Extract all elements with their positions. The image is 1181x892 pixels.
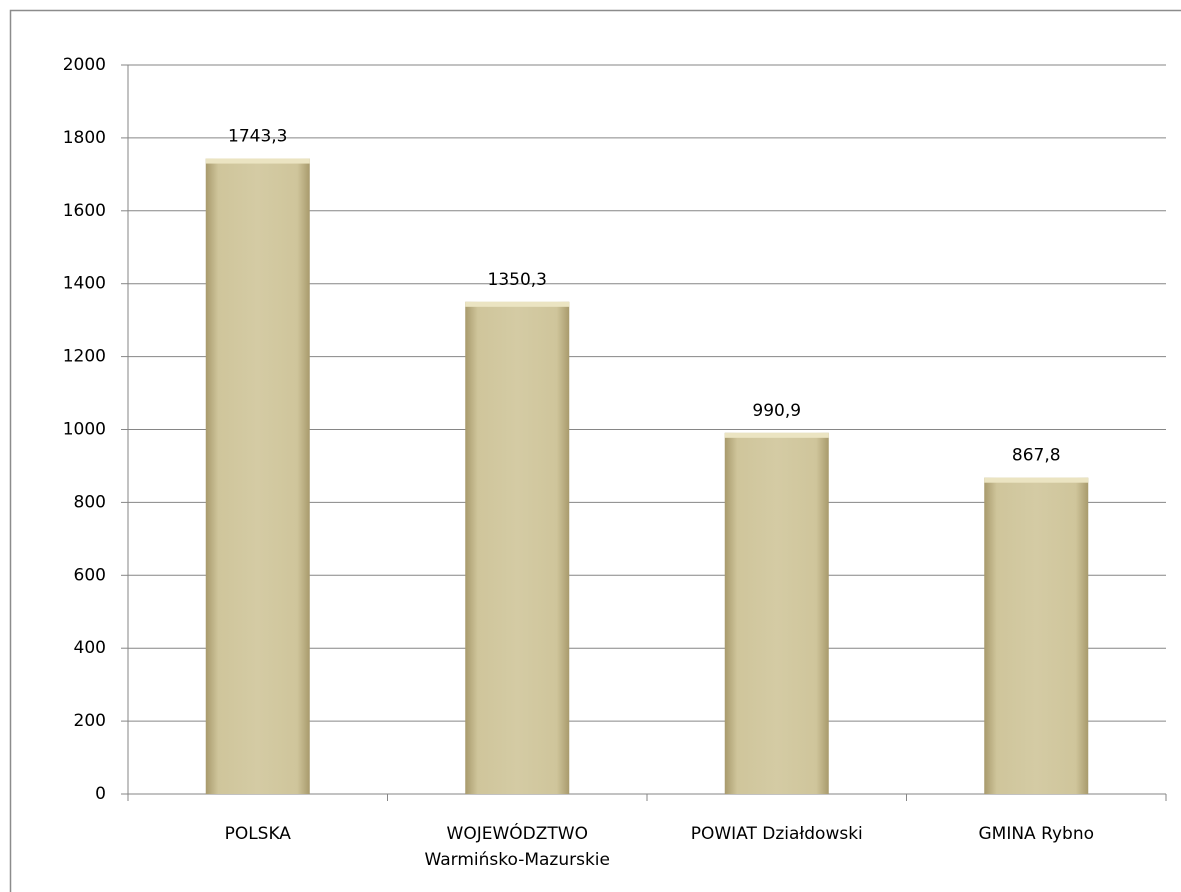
value-label: 990,9 (752, 401, 801, 421)
bar (724, 432, 829, 794)
value-label: 1743,3 (228, 127, 287, 147)
bar-cap (724, 432, 829, 438)
y-tick-label: 1800 (63, 128, 106, 148)
bar-cap (984, 477, 1089, 483)
x-tick-label: WOJEWÓDZTWO Warmińsko-Mazurskie (425, 822, 611, 870)
x-tick-label: POWIAT Działdowski (691, 824, 863, 844)
bar (205, 158, 310, 795)
value-label: 1350,3 (488, 270, 547, 290)
value-label: 867,8 (1012, 446, 1061, 466)
y-tick-label: 800 (74, 492, 106, 512)
y-tick-label: 1200 (63, 347, 106, 367)
y-tick-label: 1000 (63, 420, 106, 440)
bar-cap (205, 158, 310, 164)
bar (984, 477, 1089, 794)
bar-cap (465, 301, 570, 307)
y-tick-label: 0 (95, 784, 106, 804)
bar (465, 301, 570, 794)
y-tick-label: 1600 (63, 201, 106, 221)
x-tick-label: GMINA Rybno (978, 824, 1094, 844)
y-tick-label: 200 (74, 711, 106, 731)
x-tick-label: POLSKA (225, 824, 292, 844)
y-tick-label: 2000 (63, 55, 106, 75)
y-tick-label: 400 (74, 638, 106, 658)
y-tick-label: 600 (74, 565, 106, 585)
y-tick-label: 1400 (63, 274, 106, 294)
